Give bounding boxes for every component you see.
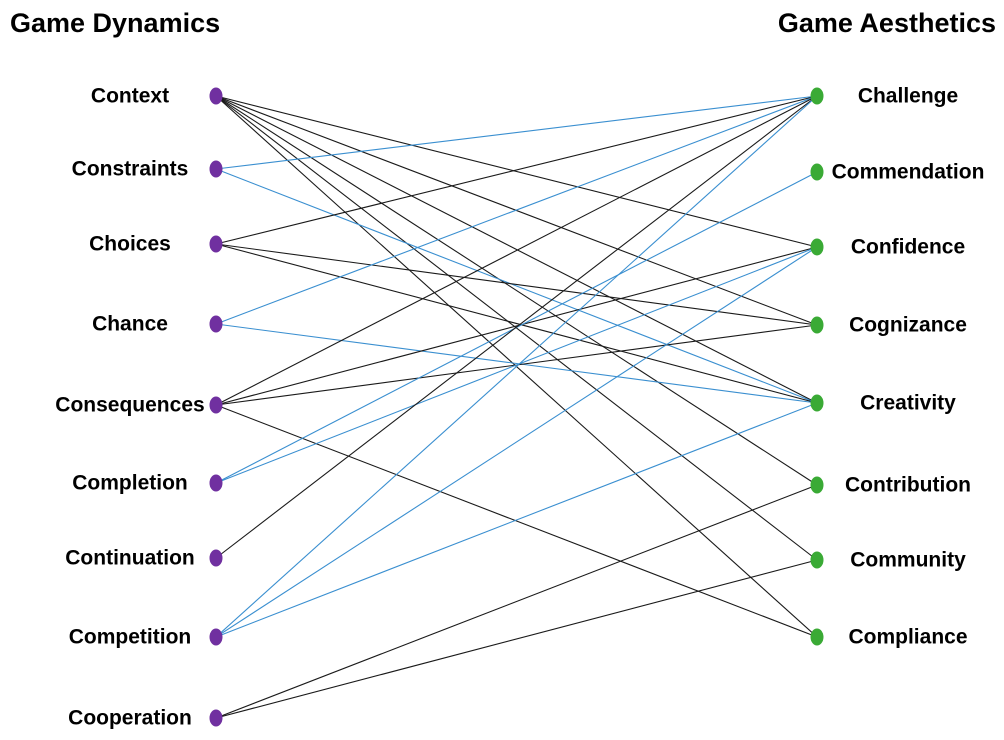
edge-competition-to-creativity — [215, 402, 818, 638]
dynamics-node-chance — [209, 315, 223, 333]
dynamics-label-choices: Choices — [89, 233, 171, 256]
edge-completion-to-confidence — [215, 246, 818, 484]
dynamics-label-context: Context — [91, 85, 169, 108]
edge-choices-to-cognizance — [215, 243, 818, 326]
aesthetics-node-creativity — [810, 394, 824, 412]
game-aesthetics-heading: Game Aesthetics — [777, 8, 996, 38]
edge-context-to-contribution — [215, 95, 818, 486]
aesthetics-node-contribution — [810, 476, 824, 494]
edge-cooperation-to-community — [215, 559, 818, 719]
edge-context-to-confidence — [215, 95, 818, 248]
edge-consequences-to-challenge — [215, 95, 818, 406]
aesthetics-label-creativity: Creativity — [860, 392, 956, 415]
dynamics-node-competition — [209, 628, 223, 646]
dynamics-label-continuation: Continuation — [65, 547, 194, 570]
dynamics-node-continuation — [209, 549, 223, 567]
aesthetics-node-cognizance — [810, 316, 824, 334]
dynamics-label-competition: Competition — [69, 626, 191, 649]
dynamics-node-choices — [209, 235, 223, 253]
label-group: Context Constraints Choices Chance Consequen… — [55, 85, 984, 730]
edge-choices-to-creativity — [215, 243, 818, 404]
edge-cooperation-to-contribution — [215, 484, 818, 719]
dynamics-label-completion: Completion — [72, 472, 188, 495]
dynamics-node-completion — [209, 474, 223, 492]
aesthetics-label-commendation: Commendation — [832, 161, 985, 184]
dynamics-node-cooperation — [209, 709, 223, 727]
edge-context-to-creativity — [215, 95, 818, 404]
aesthetics-node-challenge — [810, 87, 824, 105]
aesthetics-node-confidence — [810, 238, 824, 256]
dynamics-node-constraints — [209, 160, 223, 178]
aesthetics-label-cognizance: Cognizance — [849, 314, 967, 337]
edge-constraints-to-creativity — [215, 168, 818, 404]
dynamics-label-constraints: Constraints — [72, 158, 189, 181]
edge-consequences-to-confidence — [215, 246, 818, 406]
aesthetics-label-confidence: Confidence — [851, 236, 965, 259]
edge-chance-to-challenge — [215, 95, 818, 325]
dynamics-node-consequences — [209, 396, 223, 414]
game-dynamics-heading: Game Dynamics — [10, 8, 221, 38]
aesthetics-node-compliance — [810, 628, 824, 646]
aesthetics-node-community — [810, 551, 824, 569]
edge-choices-to-challenge — [215, 95, 818, 245]
edge-constraints-to-challenge — [215, 95, 818, 170]
aesthetics-label-compliance: Compliance — [848, 626, 967, 649]
dynamics-label-cooperation: Cooperation — [68, 707, 192, 730]
dynamics-label-consequences: Consequences — [55, 394, 204, 417]
edge-group — [215, 95, 818, 719]
dynamics-label-chance: Chance — [92, 313, 168, 336]
aesthetics-node-commendation — [810, 163, 824, 181]
node-group — [209, 87, 824, 727]
aesthetics-label-contribution: Contribution — [845, 474, 971, 497]
aesthetics-label-community: Community — [850, 549, 966, 572]
aesthetics-label-challenge: Challenge — [858, 85, 958, 108]
edge-competition-to-challenge — [215, 95, 818, 638]
dynamics-node-context — [209, 87, 223, 105]
edge-continuation-to-challenge — [215, 95, 818, 559]
edge-chance-to-creativity — [215, 323, 818, 404]
edge-competition-to-confidence — [215, 246, 818, 638]
